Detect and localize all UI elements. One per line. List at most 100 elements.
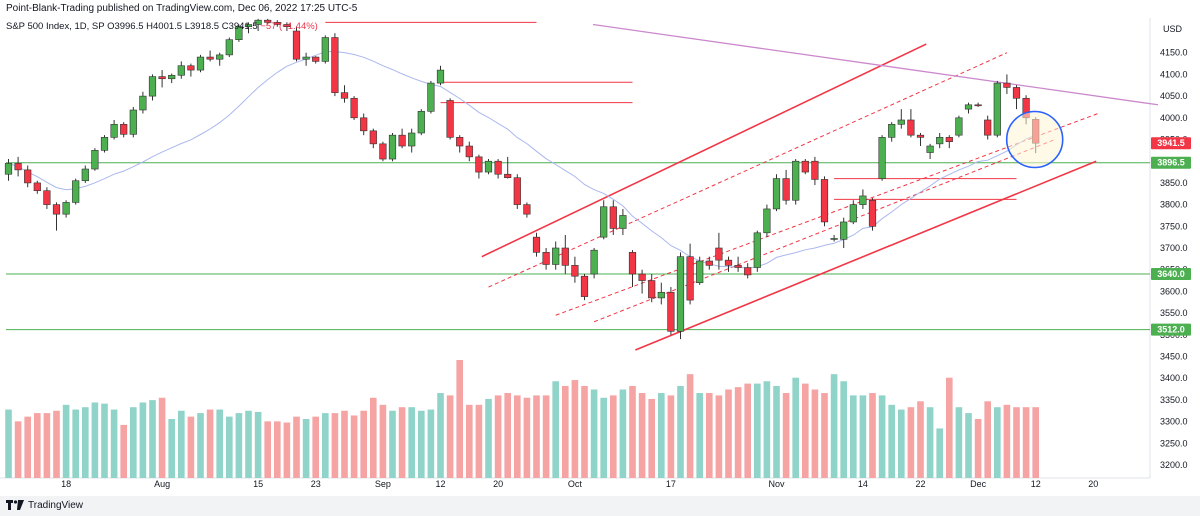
time-tick-label: 18: [61, 479, 71, 489]
volume-bar: [226, 416, 233, 478]
time-tick-label: 20: [1088, 479, 1098, 489]
candle-body: [187, 65, 195, 71]
volume-bar: [379, 404, 387, 478]
symbol-name: S&P 500 Index, 1D, SP: [6, 21, 105, 32]
time-tick-label: 23: [311, 479, 321, 489]
high-value: H4001.5: [146, 21, 183, 32]
candle-body: [945, 137, 953, 142]
volume-bar: [754, 383, 761, 478]
tradingview-logo[interactable]: TradingView: [6, 500, 83, 512]
volume-bar: [427, 409, 435, 478]
candle-body: [820, 179, 829, 223]
volume-bar: [274, 421, 281, 478]
candle-body: [724, 259, 733, 266]
tradingview-logo-text: TradingView: [28, 500, 84, 511]
publisher-text: Point-Blank-Trading published on Trading…: [6, 3, 358, 14]
volume-bar: [130, 407, 137, 478]
volume-bar: [331, 413, 339, 478]
price-axis[interactable]: USD 4150.04100.04050.04000.03950.03900.0…: [1160, 24, 1188, 470]
volume-bar: [590, 389, 598, 478]
volume-bar: [850, 395, 857, 478]
volume-bar: [187, 416, 195, 478]
volume-bar: [898, 409, 905, 478]
volume-bar: [667, 395, 675, 478]
candle-body: [763, 208, 771, 234]
candle-body: [811, 160, 819, 180]
candle-body: [523, 204, 531, 215]
moving-average-line: [8, 50, 1036, 269]
volume-bar: [53, 410, 60, 478]
volume-bar: [869, 393, 876, 478]
candle-body: [849, 204, 857, 223]
volume-bar: [715, 395, 723, 478]
long-resistance-line: [592, 23, 1159, 106]
volume-bar: [542, 395, 550, 478]
candle-body: [417, 111, 425, 134]
volume-bar: [686, 374, 694, 478]
price-tick-label: 3300.0: [1160, 417, 1188, 427]
volume-bar: [408, 407, 415, 478]
volume-bar: [533, 395, 540, 478]
candle-body: [110, 124, 118, 138]
candle-body: [830, 238, 838, 240]
volume-bar: [341, 410, 348, 478]
volume-bar: [5, 409, 12, 478]
volume-bar: [638, 393, 646, 478]
candle-body: [504, 173, 512, 178]
candle-body: [561, 247, 569, 266]
volume-bar: [773, 385, 780, 478]
candle-body: [628, 252, 637, 275]
candle-body: [580, 275, 589, 297]
price-tick-label: 3550.0: [1160, 308, 1188, 318]
candle-body: [33, 182, 41, 192]
publisher-bar: Point-Blank-Trading published on Trading…: [0, 0, 1200, 18]
candlesticks: [4, 18, 1040, 340]
volume-bar: [446, 395, 454, 478]
candle-body: [168, 74, 176, 80]
volume-bar: [802, 383, 809, 478]
volume-bar: [782, 393, 790, 478]
candle-body: [379, 143, 387, 160]
volume-bar: [475, 404, 483, 478]
highlight-circle: [1005, 110, 1064, 169]
price-tick-label: 3350.0: [1160, 395, 1188, 405]
candle-body: [312, 56, 320, 62]
volume-bar: [485, 398, 492, 478]
candle-body: [388, 134, 397, 160]
volume-bar: [494, 395, 502, 478]
time-tick-label: 14: [858, 479, 868, 489]
channel-lower-line: [635, 160, 1097, 351]
volume-bar: [965, 413, 972, 478]
candle-body: [868, 199, 877, 227]
volume-bar: [254, 411, 262, 478]
time-tick-label: Dec: [970, 479, 987, 489]
time-axis[interactable]: 18 Aug 15 23 Sep 12 20 Oct 17 Nov 14 22 Dec 12 20: [61, 479, 1098, 489]
volume-bar: [322, 413, 329, 478]
price-tick-label: 3250.0: [1160, 438, 1188, 448]
volume-bar: [610, 395, 617, 478]
volume-bar: [763, 381, 771, 478]
candle-body: [408, 132, 416, 147]
moving-average-path: [8, 50, 1036, 269]
volume-bar: [197, 413, 204, 478]
volume-bar: [206, 409, 214, 478]
volume-bar: [629, 385, 636, 478]
candle-body: [705, 260, 713, 266]
volume-bar: [139, 402, 147, 478]
candle-body: [72, 180, 80, 203]
volume-bar: [859, 395, 867, 478]
price-tick-label: 3700.0: [1160, 243, 1188, 253]
candle-body: [494, 160, 502, 175]
candle-body: [427, 82, 435, 112]
price-tick-label: 3200.0: [1160, 460, 1188, 470]
volume-bar: [72, 409, 79, 478]
volume-bar: [677, 385, 684, 478]
volume-bar: [648, 398, 655, 478]
candle-body: [840, 221, 848, 240]
volume-bar: [984, 401, 991, 478]
candle-body: [734, 265, 742, 268]
candle-body: [897, 119, 905, 125]
price-tick-label: 3750.0: [1160, 221, 1188, 231]
symbol-legend: S&P 500 Index, 1D, SP O3996.5 H4001.5 L3…: [6, 20, 318, 34]
